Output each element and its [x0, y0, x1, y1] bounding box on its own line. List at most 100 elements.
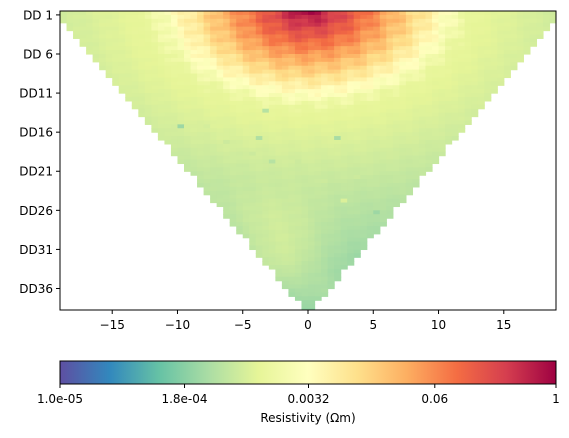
heatmap-cell: [516, 53, 524, 59]
heatmap-cell: [242, 73, 250, 79]
heatmap-cell: [229, 182, 237, 188]
heatmap-cell: [275, 163, 283, 168]
heatmap-cell: [451, 46, 459, 51]
heatmap-cell: [118, 57, 126, 63]
heatmap-cell: [275, 233, 283, 239]
heatmap-cell: [321, 257, 329, 262]
heatmap-cell: [340, 89, 348, 94]
heatmap-cell: [477, 26, 485, 32]
heatmap-cell: [249, 245, 257, 251]
heatmap-cell: [203, 151, 211, 157]
heatmap-cell: [190, 26, 198, 32]
heatmap-cell: [379, 104, 387, 110]
heatmap-cell: [334, 268, 342, 274]
heatmap-cell: [321, 104, 329, 110]
heatmap-cell: [268, 261, 276, 266]
heatmap-cell: [314, 100, 322, 106]
heatmap-cell: [438, 14, 446, 20]
heatmap-cell: [373, 38, 381, 43]
heatmap-cell: [203, 69, 211, 75]
heatmap-cell: [275, 206, 283, 211]
heatmap-cell: [327, 85, 335, 90]
heatmap-cell: [334, 112, 342, 118]
heatmap-cell: [138, 73, 146, 79]
heatmap-cell: [360, 108, 368, 114]
heatmap-cell: [268, 194, 276, 200]
heatmap-cell: [190, 136, 198, 141]
heatmap-cell: [458, 89, 466, 94]
heatmap-cell: [308, 257, 316, 262]
heatmap-cell: [321, 57, 329, 63]
heatmap-cell: [236, 206, 244, 211]
heatmap-cell: [360, 81, 368, 86]
heatmap-cell: [314, 163, 322, 168]
heatmap-cell: [308, 253, 316, 258]
heatmap-cell: [262, 85, 270, 90]
heatmap-cell: [321, 50, 329, 55]
heatmap-cell: [197, 104, 205, 110]
heatmap-cell: [262, 69, 270, 75]
heatmap-cell: [340, 104, 348, 110]
heatmap-cell: [327, 210, 335, 215]
heatmap-cell: [301, 73, 309, 79]
heatmap-cell: [399, 182, 407, 188]
heatmap-cell: [268, 30, 276, 36]
heatmap-cell: [138, 11, 146, 16]
heatmap-cell: [308, 50, 316, 55]
heatmap-cell: [294, 136, 303, 141]
heatmap-cell: [399, 139, 407, 145]
heatmap-cell: [392, 46, 400, 51]
heatmap-cell: [379, 155, 387, 161]
heatmap-cell: [360, 96, 368, 102]
heatmap-cell: [392, 22, 400, 28]
heatmap-cell: [275, 50, 283, 55]
heatmap-cell: [301, 61, 309, 67]
heatmap-cell: [236, 116, 244, 122]
heatmap-cell: [255, 116, 263, 122]
heatmap-cell: [288, 46, 296, 51]
heatmap-cell: [170, 61, 179, 67]
heatmap-cell: [340, 210, 348, 215]
heatmap-cell: [353, 163, 361, 168]
heatmap-cell: [73, 34, 81, 39]
heatmap-cell: [418, 108, 427, 114]
heatmap-cell: [458, 69, 466, 75]
heatmap-cell: [347, 222, 355, 227]
heatmap-cell: [66, 14, 74, 20]
heatmap-cell: [464, 100, 472, 106]
heatmap-cell: [249, 136, 257, 141]
heatmap-cell: [275, 132, 283, 137]
heatmap-cell: [255, 218, 263, 223]
heatmap-cell: [314, 14, 322, 20]
heatmap-cell: [275, 214, 283, 219]
heatmap-cell: [497, 38, 505, 43]
heatmap-cell: [242, 186, 250, 192]
heatmap-cell: [249, 18, 257, 24]
heatmap-cell: [484, 42, 492, 47]
heatmap-cell: [373, 186, 381, 192]
heatmap-cell: [360, 202, 368, 208]
heatmap-cell: [281, 163, 290, 168]
heatmap-cell: [321, 241, 329, 247]
heatmap-cell: [334, 233, 342, 239]
heatmap-cell: [321, 214, 329, 219]
heatmap-cell: [360, 237, 368, 243]
heatmap-cell: [321, 159, 329, 165]
heatmap-cell: [210, 147, 218, 153]
heatmap-cell: [275, 261, 283, 266]
heatmap-cell: [236, 186, 244, 192]
heatmap-cell: [242, 167, 250, 172]
heatmap-cell: [229, 26, 237, 32]
heatmap-cell: [275, 14, 283, 20]
heatmap-cell: [197, 143, 205, 149]
heatmap-cell: [451, 128, 459, 133]
heatmap-cell: [425, 120, 433, 125]
heatmap-cell: [157, 46, 166, 51]
heatmap-cell: [281, 34, 290, 39]
heatmap-cell: [157, 104, 166, 110]
heatmap-cell: [314, 136, 322, 141]
heatmap-cell: [118, 34, 126, 39]
heatmap-cell: [399, 151, 407, 157]
heatmap-cell: [216, 89, 224, 94]
heatmap-cell: [223, 100, 231, 106]
